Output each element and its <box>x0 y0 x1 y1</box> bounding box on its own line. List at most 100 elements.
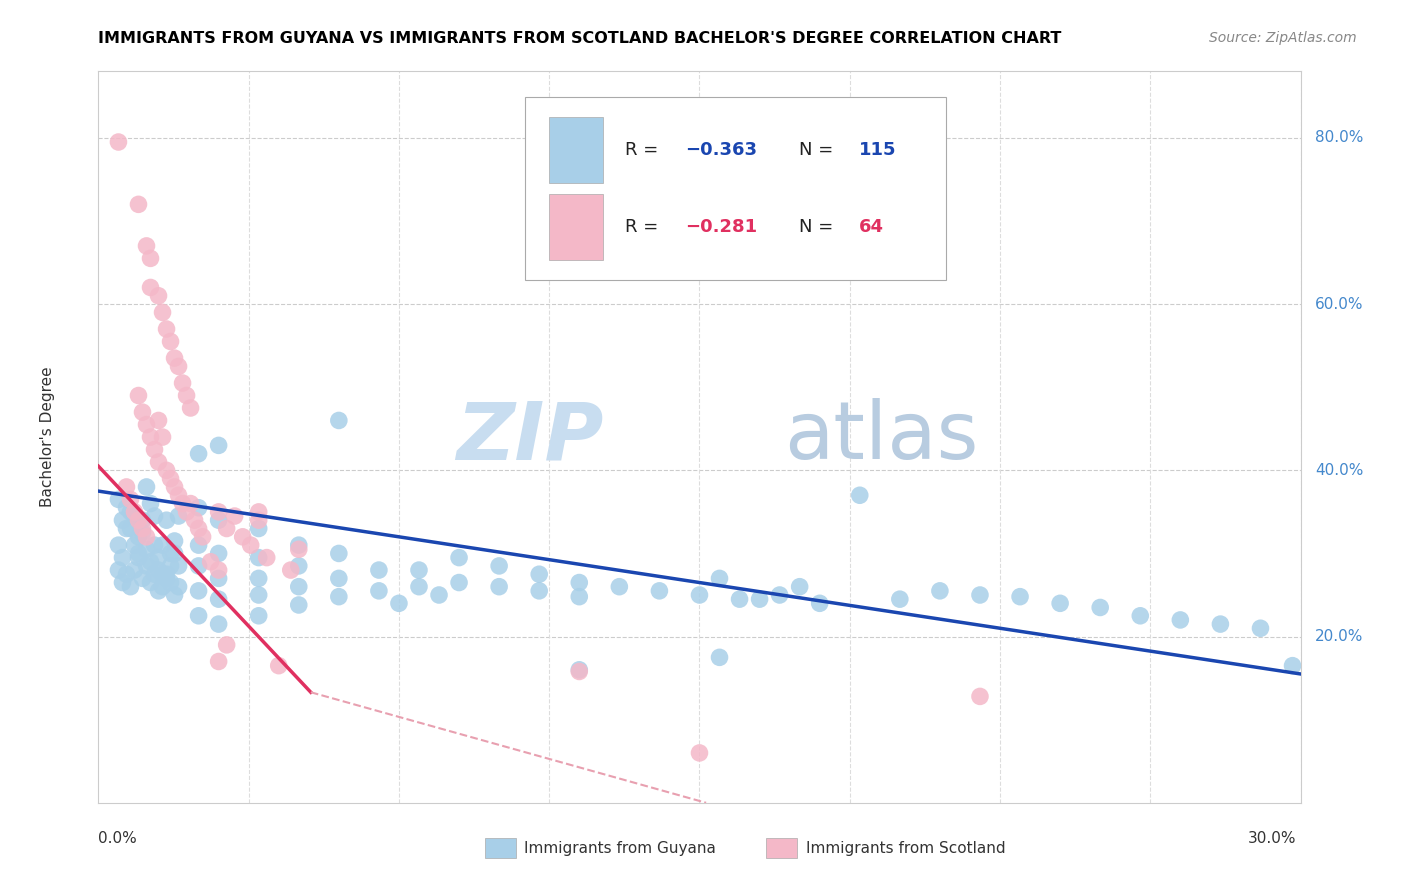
Point <box>148 583 170 598</box>
Point <box>124 505 146 519</box>
Point <box>180 497 202 511</box>
Point <box>148 289 170 303</box>
Point <box>115 500 138 515</box>
Text: 64: 64 <box>859 218 884 236</box>
Point <box>176 388 198 402</box>
Point <box>1010 590 1032 604</box>
Point <box>167 509 190 524</box>
Text: R =: R = <box>624 218 664 236</box>
Point <box>128 388 150 402</box>
Point <box>215 638 238 652</box>
Point <box>224 509 246 524</box>
Bar <box>550 194 603 260</box>
Point <box>107 492 129 507</box>
Point <box>208 592 231 607</box>
Point <box>163 546 186 560</box>
Point <box>427 588 450 602</box>
Point <box>111 550 134 565</box>
Point <box>568 590 591 604</box>
Point <box>1250 621 1272 635</box>
Point <box>488 580 510 594</box>
Text: N =: N = <box>799 141 839 159</box>
Point <box>131 405 153 419</box>
Point <box>208 571 231 585</box>
Point <box>120 580 142 594</box>
Text: Source: ZipAtlas.com: Source: ZipAtlas.com <box>1209 31 1357 45</box>
Point <box>447 550 470 565</box>
Point <box>1049 596 1071 610</box>
Point <box>131 525 153 540</box>
Point <box>1170 613 1192 627</box>
Point <box>143 538 166 552</box>
Point <box>208 546 231 560</box>
Bar <box>550 117 603 183</box>
Text: −0.363: −0.363 <box>685 141 756 159</box>
Text: Immigrants from Guyana: Immigrants from Guyana <box>524 841 716 855</box>
Point <box>139 555 162 569</box>
Point <box>152 567 174 582</box>
Point <box>187 558 209 573</box>
Point <box>176 505 198 519</box>
Point <box>368 583 391 598</box>
Point <box>247 608 270 623</box>
Point <box>568 665 591 679</box>
Point <box>152 305 174 319</box>
Point <box>208 655 231 669</box>
Point <box>143 567 166 582</box>
Point <box>131 521 153 535</box>
Point <box>1209 617 1232 632</box>
Point <box>124 509 146 524</box>
Text: ZIP: ZIP <box>456 398 603 476</box>
Point <box>247 513 270 527</box>
Point <box>128 546 150 560</box>
Point <box>288 558 311 573</box>
Point <box>208 513 231 527</box>
Point <box>247 521 270 535</box>
Text: 20.0%: 20.0% <box>1315 629 1364 644</box>
Point <box>969 690 991 704</box>
Point <box>135 480 157 494</box>
Point <box>139 575 162 590</box>
Point <box>131 513 153 527</box>
Text: 30.0%: 30.0% <box>1249 831 1296 846</box>
Point <box>148 413 170 427</box>
Text: 0.0%: 0.0% <box>98 831 138 846</box>
Point <box>768 588 790 602</box>
Point <box>148 563 170 577</box>
Point <box>488 558 510 573</box>
Bar <box>766 838 797 858</box>
Point <box>447 575 470 590</box>
Point <box>115 480 138 494</box>
Point <box>529 567 551 582</box>
Point <box>163 588 186 602</box>
Point <box>688 746 710 760</box>
Point <box>120 521 142 535</box>
Text: 60.0%: 60.0% <box>1315 297 1364 311</box>
Point <box>328 590 350 604</box>
Point <box>200 555 222 569</box>
Point <box>159 472 181 486</box>
Point <box>139 497 162 511</box>
Point <box>1088 600 1111 615</box>
Point <box>187 583 209 598</box>
Point <box>111 575 134 590</box>
Point <box>115 521 138 535</box>
Point <box>159 558 181 573</box>
Point <box>172 497 194 511</box>
Text: 80.0%: 80.0% <box>1315 130 1364 145</box>
Point <box>709 650 731 665</box>
Point <box>247 571 270 585</box>
Point <box>208 617 231 632</box>
Text: Immigrants from Scotland: Immigrants from Scotland <box>806 841 1005 855</box>
Point <box>408 580 430 594</box>
Text: atlas: atlas <box>783 398 979 476</box>
Point <box>183 513 205 527</box>
Point <box>128 530 150 544</box>
Point <box>247 505 270 519</box>
Point <box>167 359 190 374</box>
Point <box>328 571 350 585</box>
Point <box>239 538 262 552</box>
Point <box>148 455 170 469</box>
Point <box>163 480 186 494</box>
Point <box>232 530 254 544</box>
